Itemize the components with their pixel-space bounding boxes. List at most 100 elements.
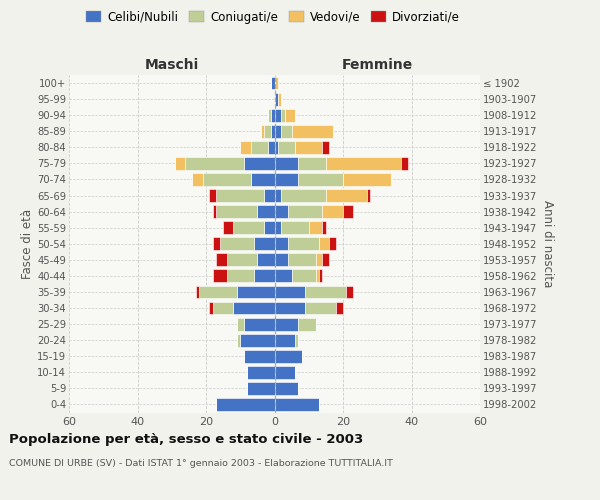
Bar xyxy=(237,286,275,298)
Bar xyxy=(213,302,233,314)
Bar xyxy=(220,238,254,250)
Bar xyxy=(227,254,257,266)
Text: COMUNE DI URBE (SV) - Dati ISTAT 1° gennaio 2003 - Elaborazione TUTTITALIA.IT: COMUNE DI URBE (SV) - Dati ISTAT 1° genn… xyxy=(9,459,393,468)
Bar xyxy=(209,302,213,314)
Bar xyxy=(316,254,322,266)
Bar xyxy=(244,350,275,362)
Bar xyxy=(247,366,275,379)
Bar xyxy=(295,141,322,154)
Bar xyxy=(275,108,281,122)
Bar xyxy=(268,141,275,154)
Bar xyxy=(175,157,185,170)
Bar xyxy=(237,334,240,346)
Bar xyxy=(275,318,298,330)
Bar xyxy=(233,302,275,314)
Bar xyxy=(213,205,216,218)
Bar xyxy=(326,189,367,202)
Bar xyxy=(275,76,278,90)
Bar xyxy=(275,92,278,106)
Bar xyxy=(346,286,353,298)
Bar xyxy=(275,302,305,314)
Bar xyxy=(203,173,251,186)
Bar xyxy=(275,189,281,202)
Bar xyxy=(264,221,275,234)
Bar xyxy=(336,302,343,314)
Bar xyxy=(281,125,292,138)
Bar xyxy=(275,270,292,282)
Bar xyxy=(264,125,271,138)
Bar xyxy=(196,286,199,298)
Bar xyxy=(322,141,329,154)
Bar xyxy=(275,205,288,218)
Bar xyxy=(275,221,281,234)
Bar xyxy=(271,125,275,138)
Bar xyxy=(185,157,244,170)
Bar xyxy=(275,254,288,266)
Bar xyxy=(257,254,275,266)
Bar xyxy=(278,92,281,106)
Bar xyxy=(199,286,237,298)
Bar xyxy=(305,286,346,298)
Bar xyxy=(209,189,216,202)
Bar xyxy=(275,398,319,411)
Bar xyxy=(213,238,220,250)
Bar xyxy=(281,189,326,202)
Bar xyxy=(240,334,275,346)
Y-axis label: Anni di nascita: Anni di nascita xyxy=(541,200,554,288)
Bar xyxy=(268,108,271,122)
Bar xyxy=(275,366,295,379)
Bar xyxy=(275,157,298,170)
Bar xyxy=(271,108,275,122)
Bar xyxy=(237,318,244,330)
Bar xyxy=(292,125,333,138)
Bar xyxy=(240,141,251,154)
Bar xyxy=(292,270,316,282)
Bar xyxy=(275,382,298,395)
Text: Femmine: Femmine xyxy=(341,58,413,72)
Bar xyxy=(216,398,275,411)
Bar xyxy=(322,221,326,234)
Bar xyxy=(244,318,275,330)
Bar xyxy=(192,173,203,186)
Bar xyxy=(316,270,319,282)
Bar xyxy=(288,254,316,266)
Bar xyxy=(322,205,343,218)
Bar xyxy=(343,205,353,218)
Bar xyxy=(281,108,285,122)
Bar xyxy=(251,141,268,154)
Bar xyxy=(254,270,275,282)
Bar xyxy=(275,334,295,346)
Bar xyxy=(295,334,298,346)
Bar xyxy=(227,270,254,282)
Bar xyxy=(261,125,264,138)
Bar xyxy=(288,238,319,250)
Bar xyxy=(298,318,316,330)
Y-axis label: Fasce di età: Fasce di età xyxy=(22,208,34,279)
Bar xyxy=(298,157,326,170)
Bar xyxy=(288,205,322,218)
Bar xyxy=(322,254,329,266)
Bar xyxy=(216,205,257,218)
Bar xyxy=(401,157,408,170)
Bar xyxy=(275,286,305,298)
Bar xyxy=(275,173,298,186)
Bar xyxy=(319,270,322,282)
Bar xyxy=(278,141,295,154)
Bar xyxy=(367,189,370,202)
Bar xyxy=(216,189,264,202)
Bar xyxy=(213,270,227,282)
Bar xyxy=(343,173,391,186)
Bar xyxy=(257,205,275,218)
Bar xyxy=(251,173,275,186)
Bar xyxy=(329,238,336,250)
Bar xyxy=(285,108,295,122)
Bar xyxy=(298,173,343,186)
Bar xyxy=(275,350,302,362)
Bar xyxy=(319,238,329,250)
Bar xyxy=(309,221,322,234)
Bar xyxy=(247,382,275,395)
Bar xyxy=(223,221,233,234)
Bar xyxy=(216,254,227,266)
Bar xyxy=(254,238,275,250)
Bar xyxy=(271,76,275,90)
